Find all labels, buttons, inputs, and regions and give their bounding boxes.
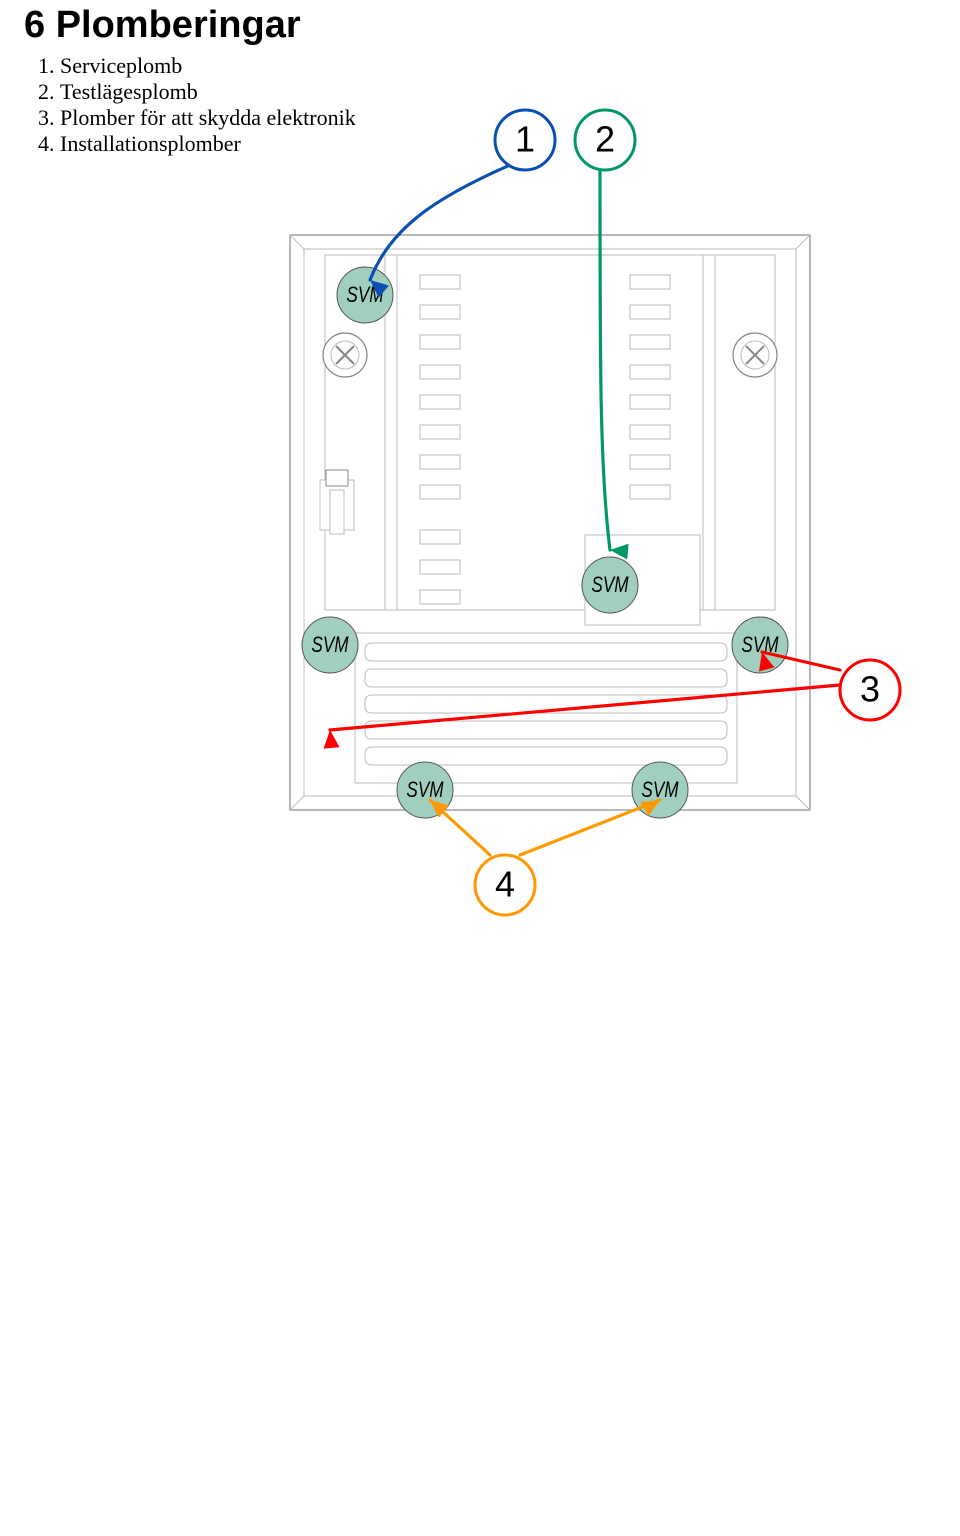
svg-text:2: 2 — [595, 119, 615, 160]
svg-text:4: 4 — [495, 864, 515, 905]
svg-text:SVM: SVM — [406, 778, 444, 803]
svg-text:1: 1 — [515, 119, 535, 160]
diagram: SVMSVMSVMSVMSVMSVM1234 — [170, 70, 930, 970]
svg-text:SVM: SVM — [311, 633, 349, 658]
svg-text:SVM: SVM — [591, 573, 629, 598]
svg-text:3: 3 — [860, 669, 880, 710]
section-heading: 6 Plomberingar — [24, 0, 936, 47]
